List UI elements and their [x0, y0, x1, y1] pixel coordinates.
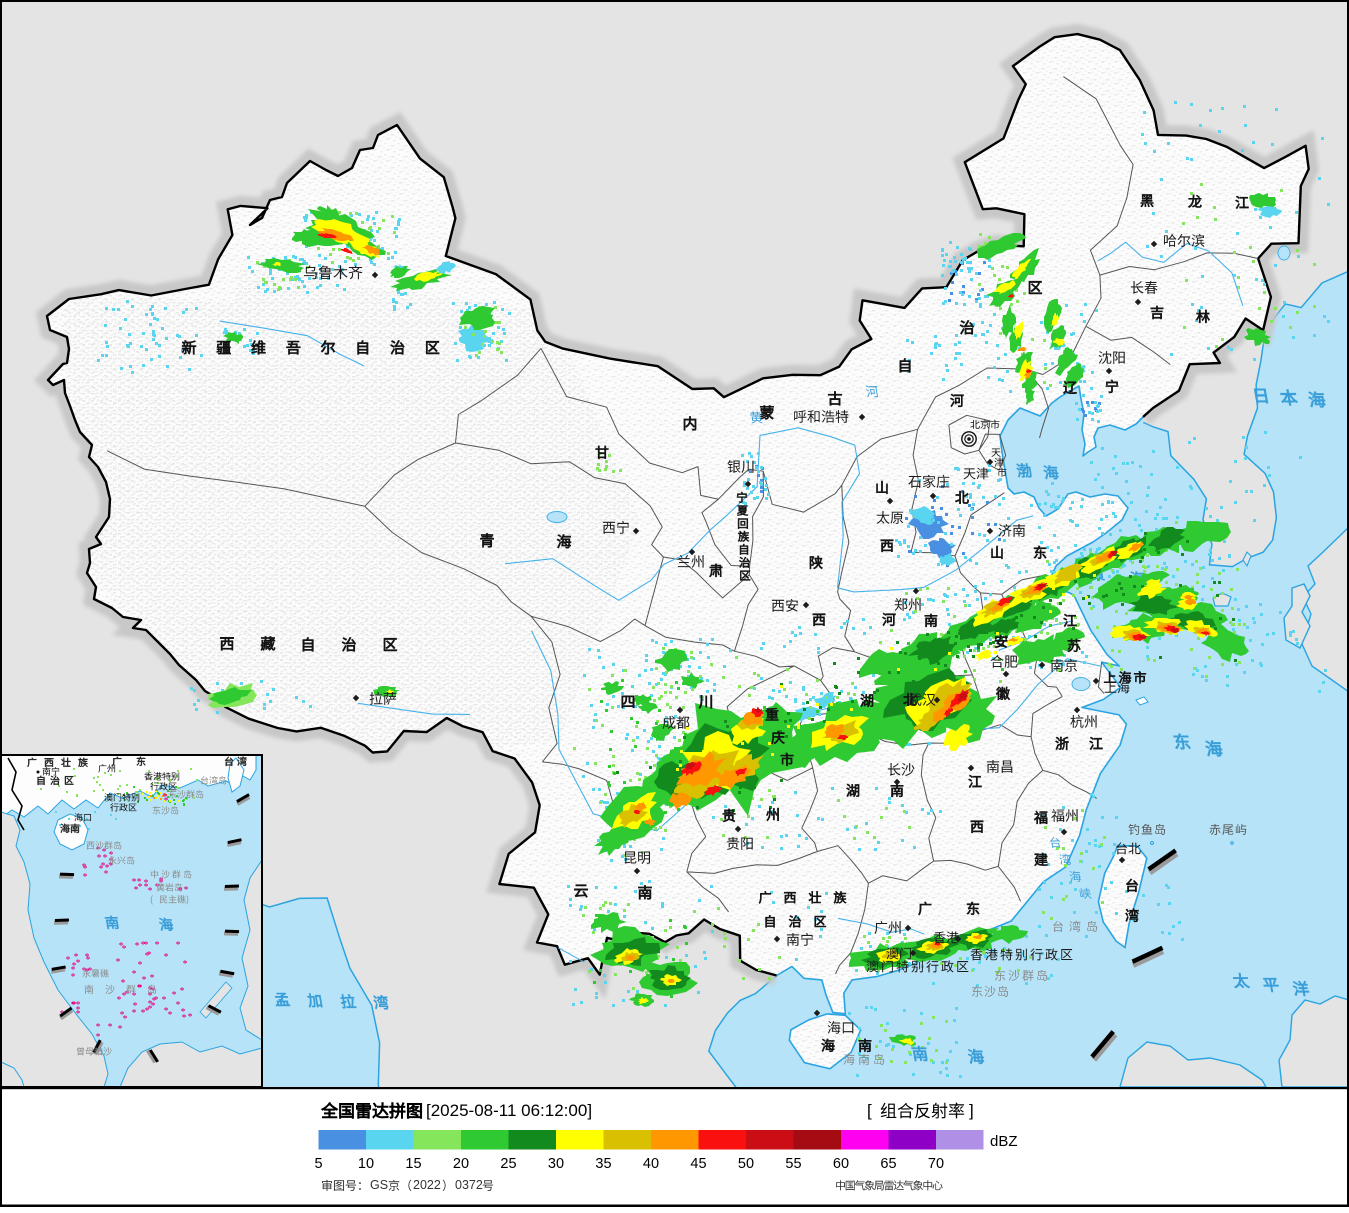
svg-text:10: 10 — [358, 1156, 374, 1172]
svg-text:30: 30 — [548, 1156, 564, 1172]
svg-text:15: 15 — [405, 1156, 421, 1172]
svg-text:60: 60 — [833, 1156, 849, 1172]
svg-text:dBZ: dBZ — [990, 1133, 1018, 1150]
svg-text:[2025-08-11 06:12:00]: [2025-08-11 06:12:00] — [426, 1101, 592, 1120]
svg-text:20: 20 — [453, 1156, 469, 1172]
svg-text:]: ] — [969, 1101, 974, 1120]
svg-text:45: 45 — [690, 1156, 706, 1172]
svg-text:35: 35 — [595, 1156, 611, 1172]
svg-text:25: 25 — [500, 1156, 516, 1172]
svg-text:[: [ — [867, 1101, 872, 1120]
svg-text:50: 50 — [738, 1156, 754, 1172]
svg-text:65: 65 — [880, 1156, 896, 1172]
svg-text:40: 40 — [643, 1156, 659, 1172]
svg-text:55: 55 — [785, 1156, 801, 1172]
svg-text:0372: 0372 — [455, 1178, 483, 1192]
svg-text:2022: 2022 — [413, 1178, 441, 1192]
svg-text:70: 70 — [928, 1156, 944, 1172]
svg-text:GS: GS — [370, 1178, 388, 1192]
svg-text:5: 5 — [314, 1156, 322, 1172]
